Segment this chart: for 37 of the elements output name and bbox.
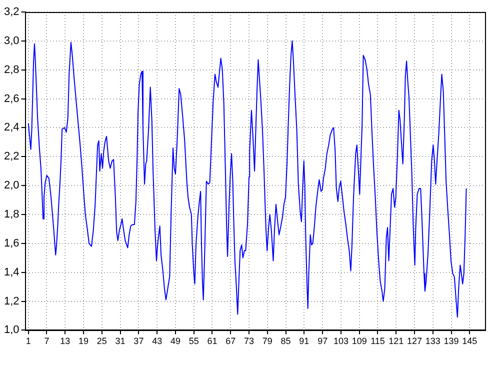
x-tick-label: 7 [44,336,50,346]
y-tick-label: 2,8 [4,64,20,76]
y-tick-label: 3,0 [4,34,20,47]
x-tick-label: 127 [406,336,422,346]
x-tick-label: 19 [78,336,89,346]
x-tick-label: 37 [134,336,144,346]
x-tick-label: 43 [152,336,162,346]
x-tick-label: 73 [244,336,254,346]
y-tick-label: 2,4 [4,122,20,134]
x-tick-label: 67 [226,336,236,346]
x-tick-label: 133 [425,336,440,346]
y-tick-label: 1,4 [4,266,20,278]
y-tick-label: 2,6 [4,92,20,105]
y-tick-label: 1,8 [4,208,20,221]
x-tick-label: 85 [280,336,291,346]
x-tick-label: 61 [207,336,218,346]
x-tick-label: 91 [299,336,310,346]
x-tick-label: 121 [388,336,404,346]
x-tick-label: 115 [370,336,385,346]
x-tick-label: 55 [188,336,199,346]
x-tick-label: 109 [352,336,367,346]
y-tick-label: 2,0 [4,180,20,192]
y-tick-label: 3,2 [4,6,20,18]
x-tick-label: 97 [318,336,328,346]
y-tick-label: 1,0 [4,324,20,336]
x-tick-label: 31 [115,336,126,346]
x-tick-label: 1 [26,336,31,346]
x-tick-label: 103 [333,336,348,346]
y-tick-label: 1,2 [4,295,20,308]
x-tick-label: 139 [444,336,459,346]
y-tick-label: 1,6 [4,237,20,250]
x-tick-label: 13 [60,336,70,346]
x-tick-label: 145 [462,336,478,346]
x-tick-label: 25 [96,336,107,346]
x-tick-label: 49 [170,336,180,346]
y-tick-label: 2,2 [4,150,20,163]
x-tick-label: 79 [262,336,272,346]
